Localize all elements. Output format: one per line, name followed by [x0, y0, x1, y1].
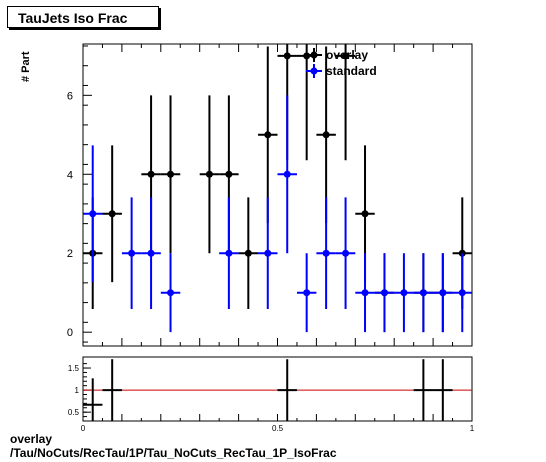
standard-point	[258, 197, 278, 310]
ratio-point	[83, 378, 103, 421]
legend-marker	[310, 51, 318, 59]
overlay-marker	[108, 210, 116, 218]
standard-marker	[458, 289, 466, 297]
standard-marker	[361, 289, 369, 297]
overlay-point	[316, 46, 336, 224]
standard-point	[219, 197, 239, 310]
y-tick-label: 0	[67, 327, 73, 339]
main-plot: 0 2 4 6 overlay standard	[67, 43, 473, 347]
standard-marker	[380, 289, 388, 297]
ratio-point	[433, 359, 453, 421]
overlay-point	[258, 46, 278, 224]
standard-point	[121, 197, 142, 310]
overlay-marker	[167, 170, 175, 178]
plot-frame	[82, 43, 473, 347]
footer-line-1: overlay	[10, 432, 53, 446]
ratio-x-tick-label: 0	[81, 424, 86, 433]
standard-marker	[89, 210, 97, 218]
standard-marker	[147, 249, 155, 257]
ratio-point	[102, 359, 122, 421]
standard-marker	[283, 170, 291, 178]
overlay-point	[335, 44, 356, 161]
legend-entry: overlay	[326, 48, 368, 62]
y-tick-label: 4	[67, 169, 73, 181]
overlay-marker	[244, 249, 252, 257]
y-tick-label: 2	[67, 248, 73, 260]
overlay-marker	[225, 170, 233, 178]
legend-entry: standard	[326, 64, 377, 78]
standard-point	[296, 253, 317, 333]
standard-marker	[419, 289, 427, 297]
standard-marker	[322, 249, 330, 257]
overlay-marker	[147, 170, 155, 178]
standard-marker	[225, 249, 233, 257]
ratio-point	[277, 359, 297, 421]
standard-point	[452, 253, 472, 333]
standard-point	[394, 253, 414, 333]
standard-marker	[400, 289, 408, 297]
ratio-point	[413, 359, 434, 421]
standard-point	[160, 253, 181, 333]
ratio-y-tick-label: 1.5	[68, 364, 80, 373]
overlay-marker	[264, 131, 272, 139]
overlay-marker	[283, 52, 291, 60]
overlay-point	[102, 145, 122, 283]
standard-point	[374, 253, 395, 333]
standard-marker	[264, 249, 272, 257]
overlay-point	[238, 197, 259, 310]
overlay-marker	[322, 131, 330, 139]
standard-point	[277, 95, 297, 254]
plot-title: TauJets Iso Frac	[7, 6, 159, 28]
standard-marker	[128, 249, 136, 257]
footer-line-2: /Tau/NoCuts/RecTau/1P/Tau_NoCuts_RecTau_…	[10, 446, 337, 460]
standard-point	[141, 197, 161, 310]
overlay-marker	[205, 170, 213, 178]
standard-marker	[303, 289, 311, 297]
y-tick-label: 6	[67, 90, 73, 102]
ratio-y-tick-label: 1	[75, 386, 80, 395]
standard-point	[83, 145, 103, 283]
standard-point	[355, 253, 375, 333]
legend: overlay standard	[306, 48, 377, 78]
standard-marker	[342, 249, 350, 257]
standard-point	[433, 253, 453, 333]
ratio-frame	[82, 356, 473, 422]
ratio-plot: 0.511.50 0.5 1	[68, 356, 475, 433]
standard-point	[335, 197, 356, 310]
ratio-x-tick-label: 0.5	[272, 424, 284, 433]
standard-marker	[439, 289, 447, 297]
ratio-x-tick-label: 1	[470, 424, 475, 433]
ratio-y-tick-label: 0.5	[68, 408, 80, 417]
standard-marker	[167, 289, 175, 297]
legend-marker	[310, 67, 318, 75]
overlay-marker	[361, 210, 369, 218]
overlay-marker	[342, 52, 350, 60]
overlay-point	[199, 95, 220, 254]
standard-point	[413, 253, 434, 333]
standard-point	[316, 197, 336, 310]
overlay-point	[160, 95, 181, 254]
